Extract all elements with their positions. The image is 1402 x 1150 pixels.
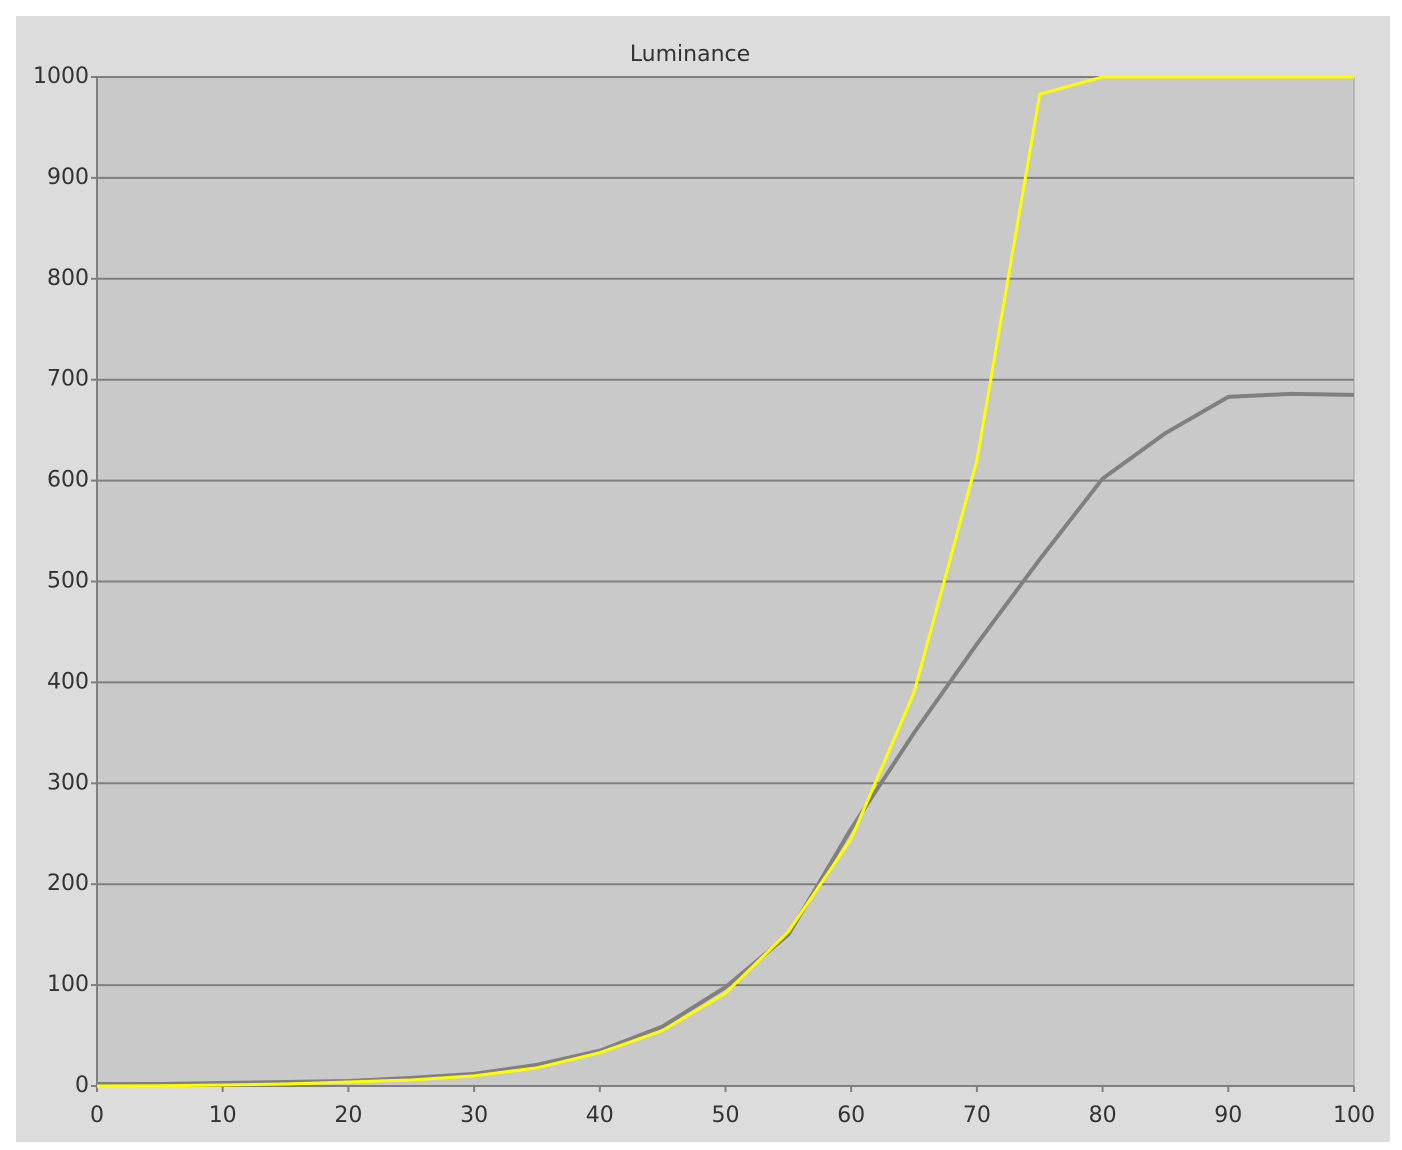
y-tick-label: 200: [47, 871, 89, 896]
x-tick-label: 30: [460, 1103, 488, 1128]
y-tick-label: 800: [47, 266, 89, 291]
y-tick-label: 400: [47, 669, 89, 694]
x-tick-label: 20: [334, 1103, 362, 1128]
x-tick-label: 70: [963, 1103, 991, 1128]
y-tick-label: 300: [47, 770, 89, 795]
y-tick-label: 600: [47, 468, 89, 493]
x-tick-label: 10: [209, 1103, 237, 1128]
x-tick-label: 100: [1333, 1103, 1375, 1128]
y-tick-label: 700: [47, 367, 89, 392]
y-tick-label: 900: [47, 165, 89, 190]
x-tick-label: 60: [837, 1103, 865, 1128]
x-tick-label: 80: [1089, 1103, 1117, 1128]
x-tick-label: 50: [712, 1103, 740, 1128]
series-line: [96, 75, 1354, 1088]
y-tick-label: 1000: [33, 64, 89, 89]
x-tick-label: 0: [90, 1103, 104, 1128]
y-tick-label: 0: [75, 1073, 89, 1098]
x-tick-label: 40: [586, 1103, 614, 1128]
x-tick-label: 90: [1214, 1103, 1242, 1128]
y-tick-label: 500: [47, 569, 89, 594]
chart-title: Luminance: [630, 42, 750, 67]
y-tick-label: 100: [47, 972, 89, 997]
series-line: [97, 391, 1355, 1086]
